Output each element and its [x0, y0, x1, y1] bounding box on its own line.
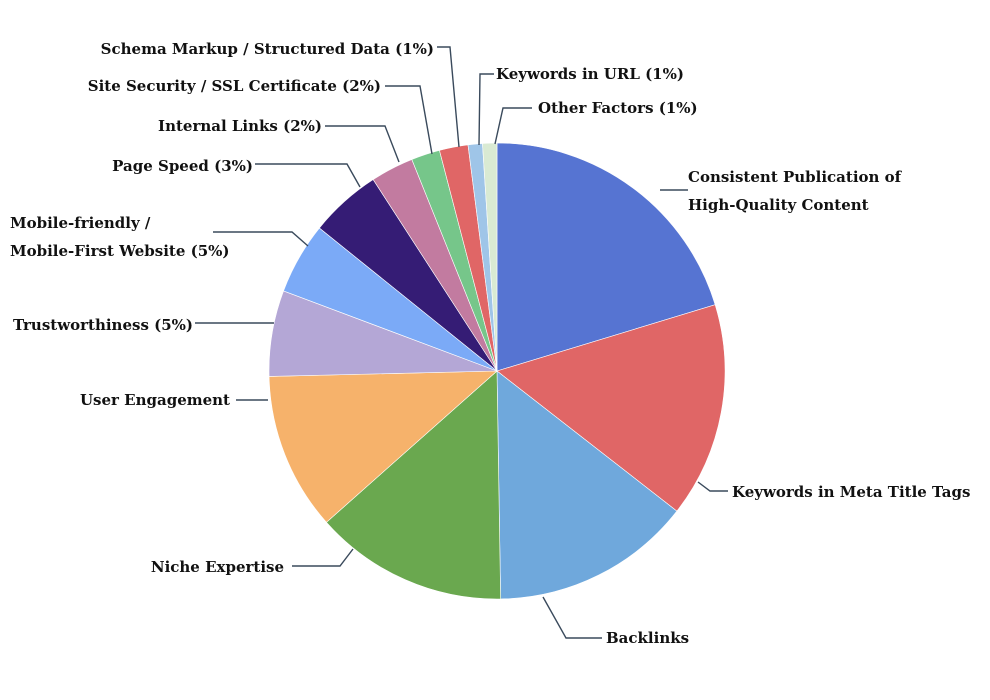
slice-label-13: Other Factors (1%) [538, 99, 698, 117]
slice-label-11: Schema Markup / Structured Data (1%) [101, 40, 434, 58]
slice-label-7: Mobile-friendly / Mobile-First Website (5… [10, 214, 230, 260]
pie-slice-13 [482, 142, 498, 372]
leader-line-7 [213, 231, 309, 247]
pie-slices [268, 142, 726, 600]
slice-label-2: Keywords in Meta Title Tags [732, 483, 970, 501]
slice-label-12: Keywords in URL (1%) [496, 65, 684, 83]
leader-lines [195, 46, 728, 639]
slice-label-4: Niche Expertise [151, 558, 284, 576]
slice-label-8: Page Speed (3%) [112, 157, 253, 175]
slice-label-5: User Engagement [80, 391, 230, 409]
leader-line-11 [437, 46, 460, 148]
slice-label-9: Internal Links (2%) [158, 117, 322, 135]
leader-line-13 [494, 107, 532, 145]
pie-slice-5 [268, 370, 498, 523]
leader-line-8 [255, 163, 361, 188]
leader-line-4 [292, 548, 354, 567]
slice-labels: Consistent Publication of High-Quality Co… [10, 40, 970, 647]
slice-label-6: Trustworthiness (5%) [13, 316, 193, 334]
leader-line-2 [697, 481, 728, 492]
slice-label-1: Consistent Publication of High-Quality Co… [688, 168, 903, 214]
pie-slice-4 [326, 370, 501, 600]
pie-slice-1 [496, 142, 716, 372]
leader-line-3 [542, 596, 602, 639]
pie-slice-2 [496, 304, 726, 512]
slice-label-10: Site Security / SSL Certificate (2%) [88, 77, 381, 95]
leader-line-10 [385, 85, 433, 155]
leader-line-12 [478, 73, 494, 146]
leader-line-9 [325, 125, 400, 163]
pie-slice-3 [496, 370, 678, 600]
slice-label-3: Backlinks [606, 629, 689, 647]
